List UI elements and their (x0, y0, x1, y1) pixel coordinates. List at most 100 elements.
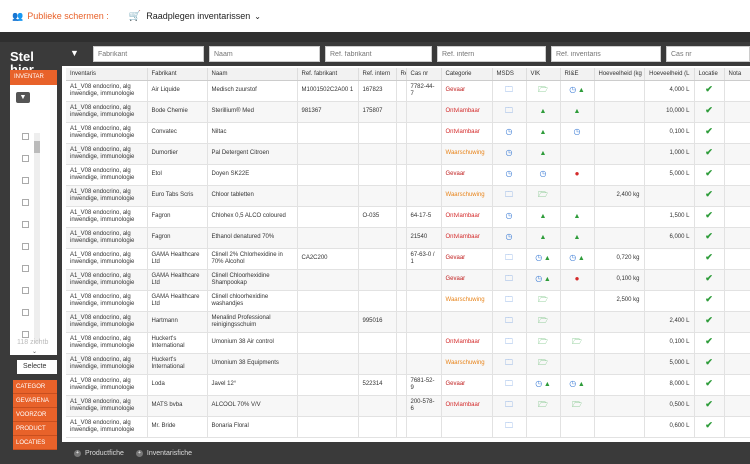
table-row[interactable]: A1_V08 endocrino, alg inwendige, immunol… (66, 185, 750, 207)
category-item[interactable]: CATEGOR (13, 380, 57, 394)
column-header[interactable]: RI&E (560, 68, 595, 81)
table-row[interactable]: A1_V08 endocrino, alg inwendige, immunol… (66, 122, 750, 144)
table-row[interactable]: A1_V08 endocrino, alg inwendige, immunol… (66, 374, 750, 396)
column-header[interactable]: VIK (526, 68, 561, 81)
chevron-down-icon[interactable]: ⌄ (32, 349, 38, 355)
filter-ref-intern-input[interactable] (437, 46, 546, 62)
select-button[interactable]: Selecte (17, 360, 57, 374)
stop-icon[interactable]: ● (574, 274, 580, 283)
category-item[interactable]: PRODUCT (13, 422, 57, 436)
environment-icon[interactable]: 🗁 (538, 190, 548, 199)
row-checkbox[interactable] (22, 331, 29, 338)
scrollbar-thumb[interactable] (34, 141, 40, 153)
row-checkbox[interactable] (22, 199, 29, 206)
environment-icon[interactable]: 🗁 (572, 400, 582, 409)
warning-triangle-icon[interactable]: ▲ (577, 381, 585, 388)
column-header[interactable]: MSDS (492, 68, 527, 81)
folder-icon[interactable]: 🗀 (505, 190, 513, 199)
warning-triangle-icon[interactable]: ▲ (573, 212, 581, 220)
filter-icon[interactable]: ▼ (16, 92, 30, 103)
funnel-icon[interactable]: ▼ (70, 48, 79, 58)
row-checkbox[interactable] (22, 177, 29, 184)
table-row[interactable]: A1_V08 endocrino, alg inwendige, immunol… (66, 353, 750, 375)
folder-icon[interactable]: 🗀 (505, 358, 513, 367)
category-item[interactable]: LOCATIES (13, 436, 57, 450)
environment-icon[interactable]: 🗁 (538, 400, 548, 409)
column-header[interactable]: Cas nr (406, 68, 442, 81)
warning-triangle-icon[interactable]: ▲ (543, 381, 551, 388)
folder-icon[interactable]: 🗀 (505, 253, 513, 262)
environment-icon[interactable]: 🗁 (538, 337, 548, 346)
row-checkbox[interactable] (22, 133, 29, 140)
row-checkbox[interactable] (22, 265, 29, 272)
table-row[interactable]: A1_V08 endocrino, alg inwendige, immunol… (66, 248, 750, 270)
folder-icon[interactable]: 🗀 (505, 379, 513, 388)
category-item[interactable]: GEVARENA (13, 394, 57, 408)
tab-inventaris[interactable]: INVENTAR (10, 70, 57, 85)
table-row[interactable]: A1_V08 endocrino, alg inwendige, immunol… (66, 143, 750, 165)
row-checkbox[interactable] (22, 155, 29, 162)
column-header[interactable]: Re (396, 68, 407, 81)
table-row[interactable]: A1_V08 endocrino, alg inwendige, immunol… (66, 101, 750, 123)
clock-icon[interactable]: ◷ (535, 274, 543, 283)
row-checkbox[interactable] (22, 221, 29, 228)
folder-icon[interactable]: 🗀 (505, 316, 513, 325)
column-header[interactable]: Naam (207, 68, 298, 81)
folder-icon[interactable]: 🗀 (505, 85, 513, 94)
clock-icon[interactable]: ◷ (505, 148, 513, 157)
left-scrollbar[interactable] (34, 133, 40, 343)
table-row[interactable]: A1_V08 endocrino, alg inwendige, immunol… (66, 80, 750, 102)
column-header[interactable]: Hoeveelheid (kg (594, 68, 645, 81)
clock-icon[interactable]: ◷ (505, 211, 513, 220)
environment-icon[interactable]: 🗁 (538, 316, 548, 325)
warning-triangle-icon[interactable]: ▲ (539, 128, 547, 136)
environment-icon[interactable]: 🗁 (538, 358, 548, 367)
filter-cas-nr-input[interactable] (666, 46, 750, 62)
clock-icon[interactable]: ◷ (535, 379, 543, 388)
environment-icon[interactable]: 🗁 (538, 85, 548, 94)
column-header[interactable]: Inventaris (66, 68, 148, 81)
warning-triangle-icon[interactable]: ▲ (539, 212, 547, 220)
warning-triangle-icon[interactable]: ▲ (573, 233, 581, 241)
warning-triangle-icon[interactable]: ▲ (577, 255, 585, 262)
inventory-sheet-button[interactable]: + Inventarisfiche (135, 449, 192, 457)
product-sheet-button[interactable]: + Productfiche (74, 449, 124, 457)
clock-icon[interactable]: ◷ (535, 253, 543, 262)
table-row[interactable]: A1_V08 endocrino, alg inwendige, immunol… (66, 416, 750, 438)
folder-icon[interactable]: 🗀 (505, 106, 513, 115)
table-row[interactable]: A1_V08 endocrino, alg inwendige, immunol… (66, 290, 750, 312)
filter-naam-input[interactable] (209, 46, 320, 62)
warning-triangle-icon[interactable]: ▲ (543, 276, 551, 283)
folder-icon[interactable]: 🗀 (505, 337, 513, 346)
table-row[interactable]: A1_V08 endocrino, alg inwendige, immunol… (66, 395, 750, 417)
warning-triangle-icon[interactable]: ▲ (577, 87, 585, 94)
consult-inventory-menu[interactable]: 🛒 Raadplegen inventarissen ⌄ (129, 11, 261, 22)
public-screens-menu[interactable]: 👥 Publieke schermen : (12, 11, 109, 22)
folder-icon[interactable]: 🗀 (505, 421, 513, 430)
folder-icon[interactable]: 🗀 (505, 400, 513, 409)
filter-fabrikant-input[interactable] (93, 46, 204, 62)
column-header[interactable]: Ref. intern (358, 68, 397, 81)
row-checkbox[interactable] (22, 243, 29, 250)
warning-triangle-icon[interactable]: ▲ (543, 255, 551, 262)
folder-icon[interactable]: 🗀 (505, 295, 513, 304)
table-row[interactable]: A1_V08 endocrino, alg inwendige, immunol… (66, 164, 750, 186)
column-header[interactable]: Ref. fabrikant (297, 68, 359, 81)
table-row[interactable]: A1_V08 endocrino, alg inwendige, immunol… (66, 227, 750, 249)
warning-triangle-icon[interactable]: ▲ (539, 233, 547, 241)
row-checkbox[interactable] (22, 309, 29, 316)
clock-icon[interactable]: ◷ (539, 169, 547, 178)
table-row[interactable]: A1_V08 endocrino, alg inwendige, immunol… (66, 311, 750, 333)
clock-icon[interactable]: ◷ (505, 169, 513, 178)
column-header[interactable]: Fabrikant (147, 68, 208, 81)
environment-icon[interactable]: 🗁 (572, 337, 582, 346)
table-row[interactable]: A1_V08 endocrino, alg inwendige, immunol… (66, 269, 750, 291)
column-header[interactable]: Nota (724, 68, 750, 81)
column-header[interactable]: Hoeveelheid (L (644, 68, 695, 81)
warning-triangle-icon[interactable]: ▲ (539, 107, 547, 115)
column-header[interactable]: Locatie (694, 68, 725, 81)
clock-icon[interactable]: ◷ (569, 379, 577, 388)
warning-triangle-icon[interactable]: ▲ (539, 149, 547, 157)
warning-triangle-icon[interactable]: ▲ (573, 107, 581, 115)
environment-icon[interactable]: 🗁 (538, 295, 548, 304)
